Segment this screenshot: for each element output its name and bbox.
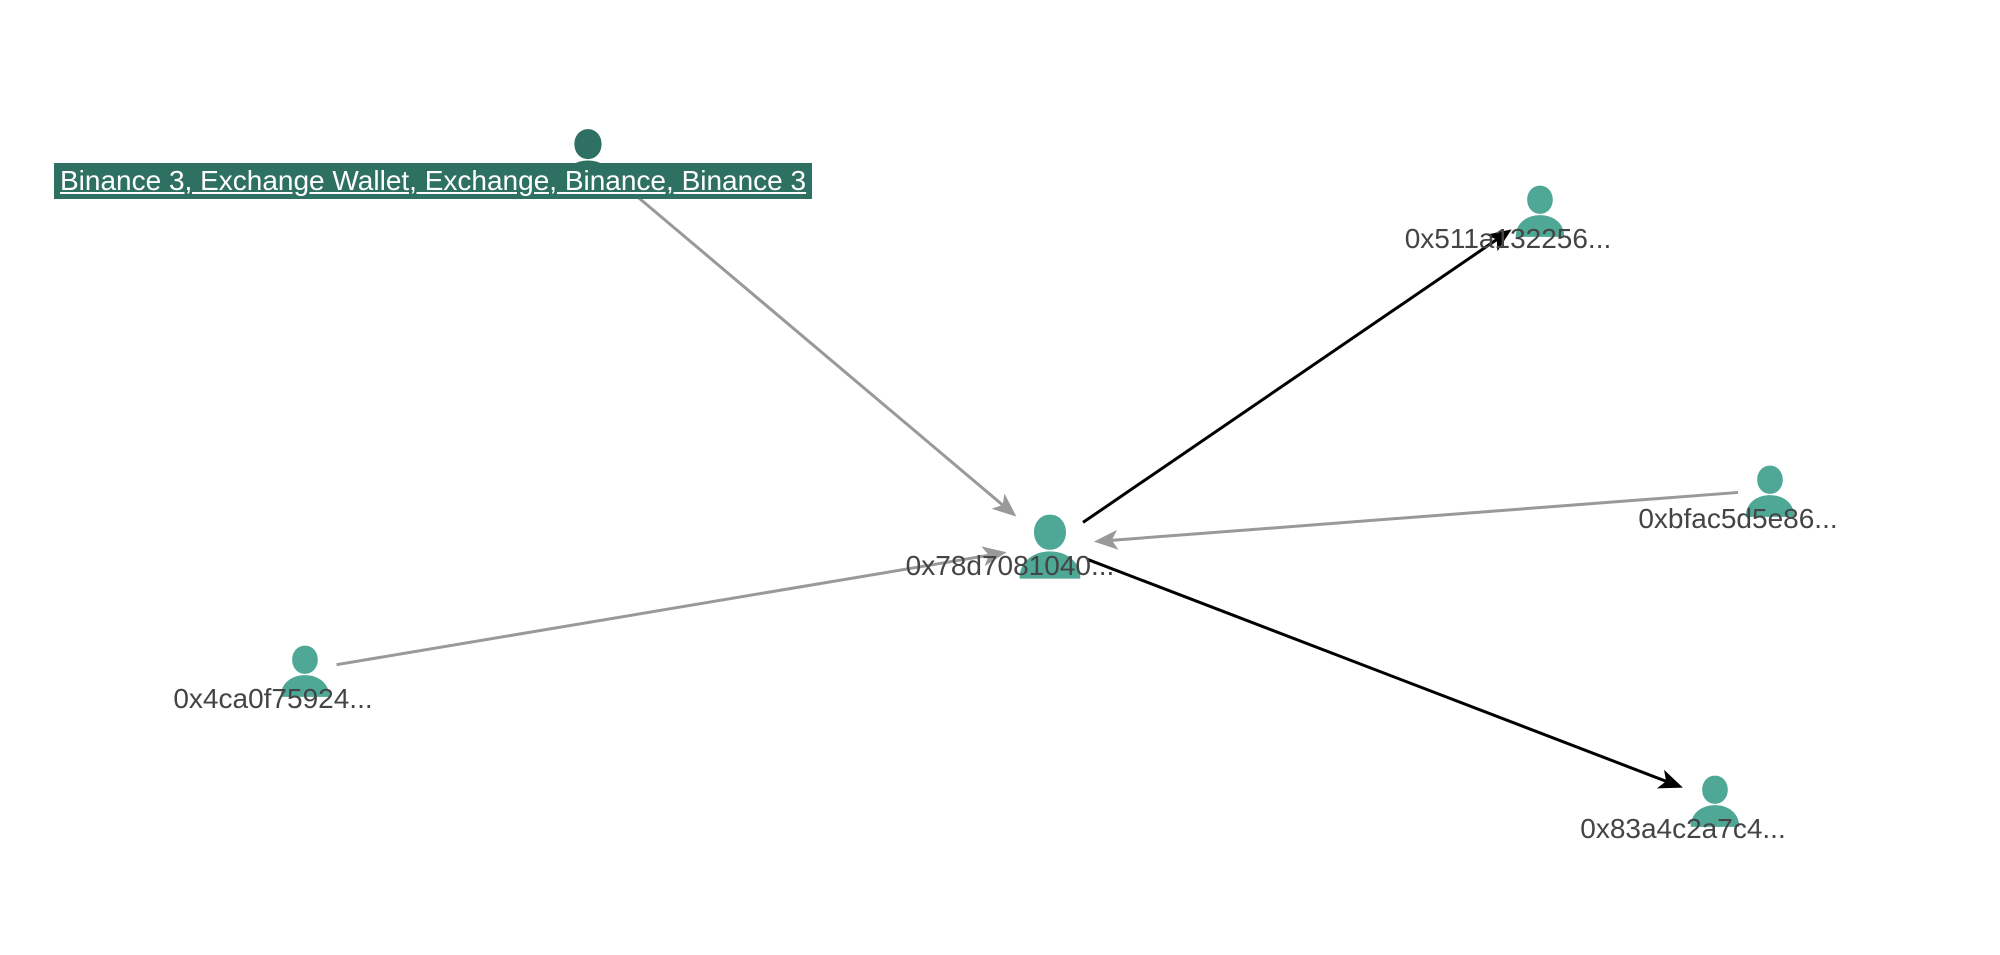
node-label: 0xbfac5d5e86... [1638,503,1837,535]
node-label: 0x83a4c2a7c4... [1580,813,1786,845]
node-n_511a[interactable]: 0x511a132256... [1508,178,1572,242]
edge-line [337,553,1003,665]
edge-line [1083,232,1508,523]
node-label: 0x511a132256... [1405,223,1612,255]
node-n_bfac[interactable]: 0xbfac5d5e86... [1738,458,1802,522]
node-n_83a4[interactable]: 0x83a4c2a7c4... [1683,768,1747,832]
node-center[interactable]: 0x78d7081040... [1010,505,1090,585]
node-n_4ca0[interactable]: 0x4ca0f75924... [273,638,337,702]
node-label: 0x4ca0f75924... [173,683,372,715]
node-label: Binance 3, Exchange Wallet, Exchange, Bi… [54,163,812,199]
transaction-graph: 1.9900 Ether1.0000 Ether1.0107 Ether2.00… [0,0,2000,955]
node-label: 0x78d7081040... [906,550,1115,582]
node-binance3[interactable]: Binance 3, Exchange Wallet, Exchange, Bi… [554,121,622,189]
edge-line [614,177,1013,514]
edge-line [1087,559,1679,786]
